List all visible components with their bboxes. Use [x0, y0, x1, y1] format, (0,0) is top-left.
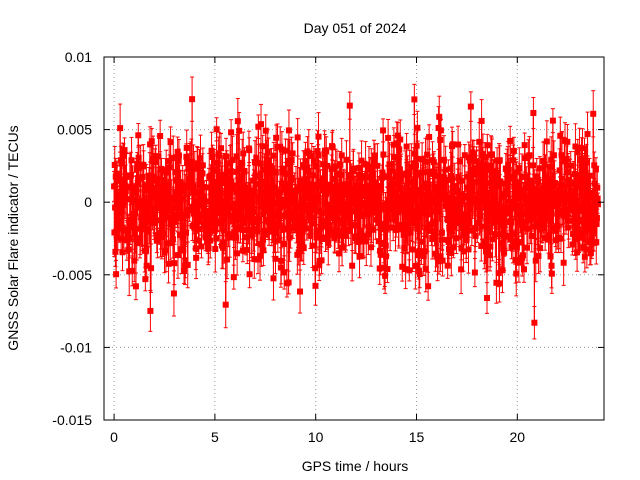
- series-layer: [111, 76, 601, 340]
- data-marker: [250, 226, 257, 233]
- data-marker: [124, 196, 131, 203]
- data-marker: [262, 127, 269, 134]
- data-marker: [234, 250, 241, 257]
- data-marker: [174, 252, 181, 259]
